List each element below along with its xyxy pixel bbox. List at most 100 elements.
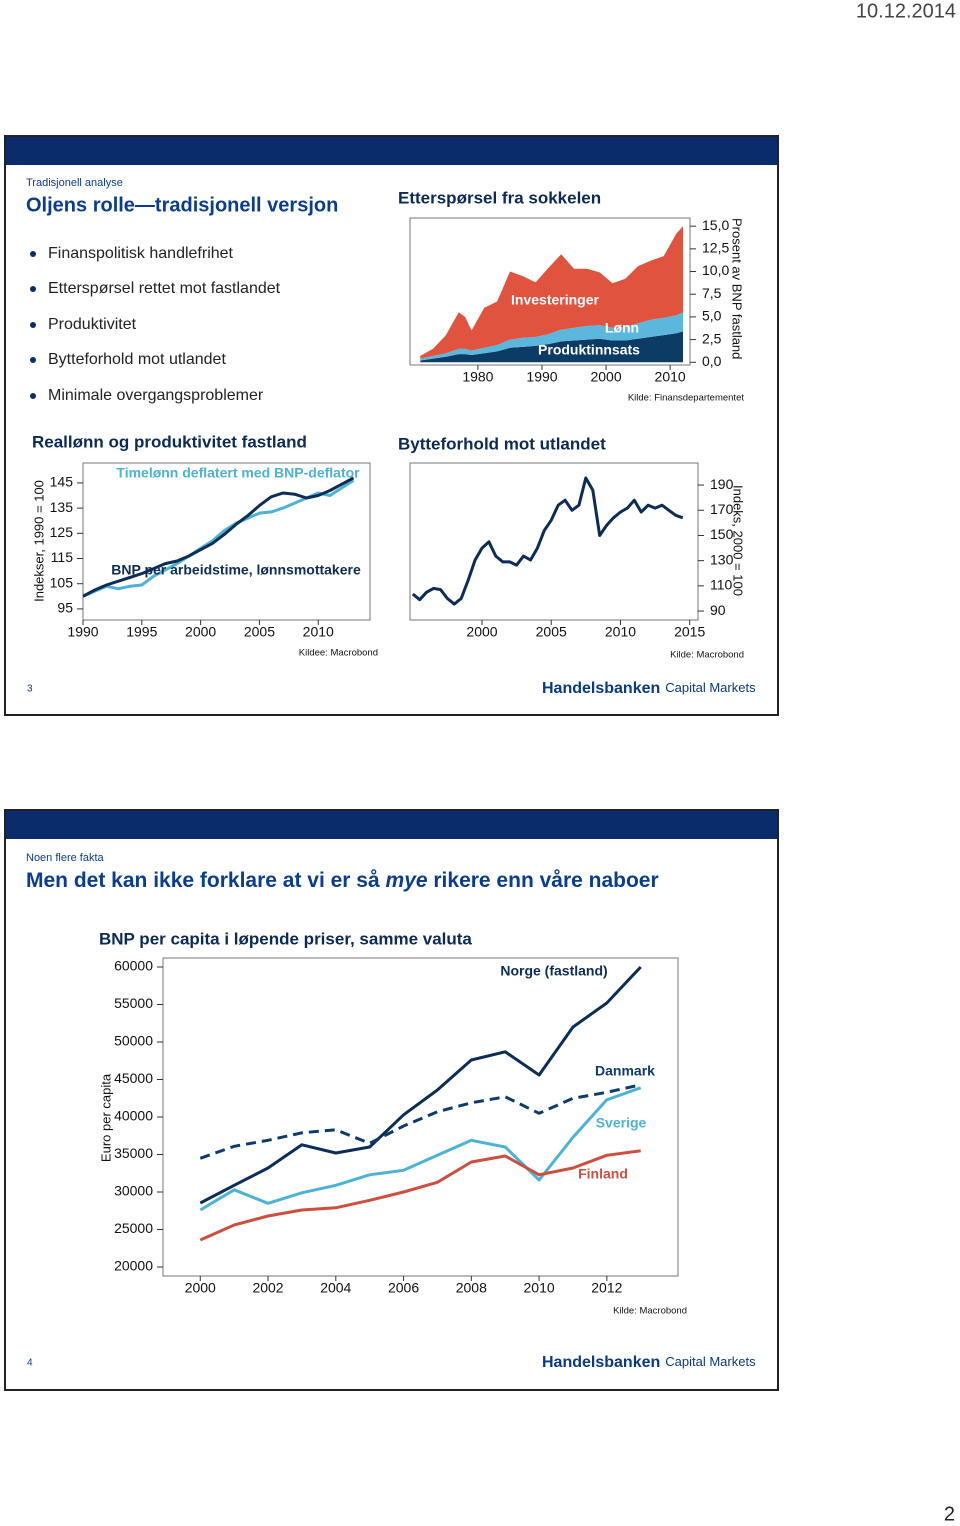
series-label: Danmark: [595, 1063, 655, 1079]
chart-title: Reallønn og produktivitet fastland: [32, 432, 307, 451]
x-tick-label: 2000: [185, 624, 216, 640]
x-tick-label: 2002: [252, 1280, 283, 1296]
x-tick-label: 2015: [674, 624, 705, 640]
y-tick-label: 95: [57, 600, 73, 616]
source: Kildee: Macrobond: [299, 648, 378, 659]
title-emphasis: mye: [386, 869, 428, 892]
source: Kilde: Macrobond: [670, 650, 744, 661]
y-tick-label: 145: [50, 474, 74, 490]
bullet: Bytteforhold mot utlandet: [48, 351, 226, 368]
y-tick-label: 10,0: [702, 262, 729, 278]
x-tick-label: 2012: [591, 1280, 622, 1296]
x-tick-label: 1995: [126, 624, 157, 640]
source: Kilde: Macrobond: [613, 1306, 687, 1317]
y-tick-label: 15,0: [702, 217, 729, 233]
x-tick-label: 1980: [462, 369, 493, 385]
x-tick-label: 2000: [466, 624, 497, 640]
logo-brand: Handelsbanken: [542, 1354, 660, 1371]
y-tick-label: 12,5: [702, 240, 729, 256]
bullet-dot: [30, 286, 36, 292]
x-tick-label: 2010: [524, 1280, 555, 1296]
series-label: Lønn: [605, 320, 639, 336]
series-label: Produktinnsats: [538, 342, 640, 358]
y-axis-title: Prosent av BNP fastland: [730, 218, 745, 359]
title-part: Men det kan ikke forklare at vi er så: [26, 869, 386, 892]
bullet-dot: [30, 357, 36, 363]
line: [199, 1083, 642, 1160]
x-tick-label: 2010: [605, 624, 636, 640]
y-tick-label: 135: [50, 499, 74, 515]
series-label: Norge (fastland): [500, 963, 607, 979]
y-tick-label: 130: [710, 551, 734, 567]
y-tick-label: 50000: [114, 1033, 153, 1049]
title-part: rikere enn våre naboer: [428, 869, 659, 892]
slide-kicker: Tradisjonell analyse: [26, 177, 123, 189]
y-tick-label: 110: [710, 577, 733, 593]
y-tick-label: 35000: [114, 1145, 153, 1161]
bullet: Produktivitet: [48, 316, 137, 333]
plot-frame: [409, 217, 691, 366]
slide-band: [6, 811, 777, 839]
slide-number: 4: [27, 1358, 33, 1369]
x-tick-label: 1990: [526, 369, 557, 385]
plot-frame: [82, 462, 371, 621]
x-tick-label: 2000: [185, 1280, 216, 1296]
x-tick-label: 2000: [590, 369, 621, 385]
series-label: Investeringer: [511, 292, 599, 308]
y-tick-label: 150: [710, 526, 734, 542]
y-tick-label: 105: [50, 574, 74, 590]
series-label: BNP per arbeidstime, lønnsmottakere: [111, 562, 361, 578]
y-tick-label: 0,0: [702, 353, 722, 369]
slide-band: [6, 137, 777, 165]
x-tick-label: 1990: [67, 624, 98, 640]
slide-number: 3: [27, 684, 33, 695]
bullet-dot: [30, 322, 36, 328]
bullet-dot: [30, 393, 36, 399]
area: [420, 312, 683, 361]
bullet-dot: [30, 251, 36, 257]
source: Kilde: Finansdepartementet: [628, 393, 745, 404]
chart-title: BNP per capita i løpende priser, samme v…: [99, 929, 472, 948]
y-tick-label: 115: [51, 549, 74, 565]
x-tick-label: 2008: [456, 1280, 487, 1296]
y-tick-label: 60000: [114, 958, 153, 974]
x-tick-label: 2005: [536, 624, 567, 640]
logo-sub: Capital Markets: [665, 680, 756, 695]
y-tick-label: 45000: [114, 1070, 153, 1086]
y-tick-label: 170: [710, 501, 734, 517]
y-tick-label: 25000: [114, 1220, 153, 1236]
y-tick-label: 20000: [114, 1258, 153, 1274]
y-tick-label: 5,0: [702, 308, 722, 324]
line: [411, 476, 684, 606]
area: [420, 226, 683, 359]
bullet: Minimale overgangsproblemer: [48, 387, 264, 404]
bullet: Etterspørsel rettet mot fastlandet: [48, 280, 281, 297]
series-label: Finland: [578, 1166, 628, 1182]
y-axis-title: Indekser, 1990 = 100: [31, 480, 46, 602]
logo-brand: Handelsbanken: [542, 680, 660, 697]
logo: Handelsbanken Capital Markets: [542, 1354, 756, 1371]
bullet: Finanspolitisk handlefrihet: [48, 245, 234, 262]
line: [199, 1149, 641, 1242]
line: [82, 476, 355, 598]
area: [420, 331, 683, 363]
line: [199, 1086, 642, 1212]
y-tick-label: 7,5: [702, 285, 722, 301]
page-number: 2: [944, 1503, 955, 1525]
date: 10.12.2014: [856, 0, 956, 22]
y-tick-label: 2,5: [702, 330, 722, 346]
y-tick-label: 30000: [114, 1183, 153, 1199]
y-axis-title: Indeks, 2000 = 100: [731, 485, 746, 596]
slide-kicker: Noen flere fakta: [26, 852, 105, 864]
x-tick-label: 2005: [244, 624, 275, 640]
logo: Handelsbanken Capital Markets: [542, 680, 756, 697]
series-label: Timelønn deflatert med BNP-deflator: [116, 465, 360, 481]
x-tick-label: 2006: [388, 1280, 419, 1296]
y-tick-label: 40000: [114, 1108, 153, 1124]
bullet-list: Finanspolitisk handlefrihet Etterspørsel…: [30, 245, 281, 404]
slide-frame: [4, 809, 779, 1391]
logo-sub: Capital Markets: [665, 1354, 756, 1369]
x-tick-label: 2010: [655, 369, 686, 385]
line: [199, 965, 642, 1205]
